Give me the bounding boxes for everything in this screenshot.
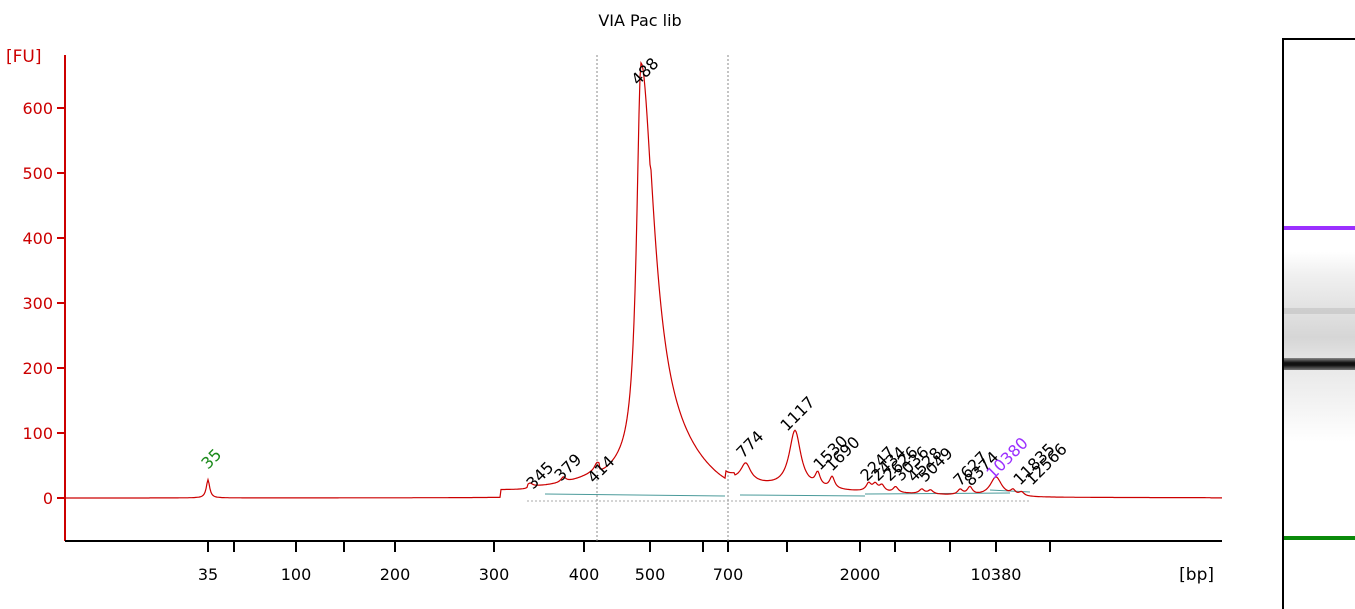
- x-tick-label: 400: [569, 565, 600, 584]
- marker-lines: [596, 55, 729, 541]
- gel-faint-band: [1284, 308, 1355, 314]
- y-tick-label: 200: [22, 359, 53, 378]
- peak-label: 345: [522, 458, 557, 493]
- peak-label: 774: [732, 427, 767, 462]
- chart-title: VIA Pac lib: [598, 11, 681, 30]
- x-tick-label: 700: [713, 565, 744, 584]
- trace-group: [65, 61, 1222, 499]
- y-tick-label: 0: [43, 489, 53, 508]
- peak-label: 414: [583, 452, 618, 487]
- peak-label: 1690: [821, 433, 863, 475]
- peak-label: 379: [550, 450, 585, 485]
- x-axis-label: [bp]: [1179, 565, 1214, 585]
- x-ticks: 35 100 200 300 400 500 700 2000 10380: [198, 541, 1051, 584]
- gel-upper-marker-band: [1284, 226, 1355, 230]
- x-tick-label: 100: [281, 565, 312, 584]
- peak-label: 488: [627, 54, 662, 89]
- y-tick-label: 600: [22, 99, 53, 118]
- electropherogram-chart: VIA Pac lib [FU] [bp] 0 100 200 300 400 500 60…: [6, 11, 1222, 585]
- y-tick-label: 300: [22, 294, 53, 313]
- peak-label: 1117: [776, 393, 818, 435]
- gel-smear: [1284, 252, 1355, 442]
- gel-lower-marker-band: [1284, 536, 1355, 540]
- baseline-segment: [739, 494, 866, 497]
- y-tick-label: 100: [22, 424, 53, 443]
- y-tick-label: 500: [22, 164, 53, 183]
- electropherogram-trace: [65, 61, 1222, 499]
- x-tick-label: 500: [635, 565, 666, 584]
- x-tick-label: 300: [479, 565, 510, 584]
- x-tick-label: 2000: [840, 565, 881, 584]
- y-ticks: 0 100 200 300 400 500 600: [22, 99, 65, 508]
- y-tick-label: 400: [22, 229, 53, 248]
- gel-main-band: [1284, 358, 1355, 370]
- axes: [64, 55, 1222, 542]
- baseline-segment: [544, 493, 726, 497]
- peak-label: 35: [197, 445, 225, 473]
- x-tick-label: 35: [198, 565, 218, 584]
- x-tick-label: 200: [380, 565, 411, 584]
- y-axis-label: [FU]: [6, 47, 42, 67]
- peak-labels: 35 34537941448877411171530169022472434262…: [197, 54, 1070, 493]
- baseline-segments: [527, 489, 1031, 502]
- gel-lane: [1282, 38, 1355, 609]
- x-tick-label: 10380: [971, 565, 1022, 584]
